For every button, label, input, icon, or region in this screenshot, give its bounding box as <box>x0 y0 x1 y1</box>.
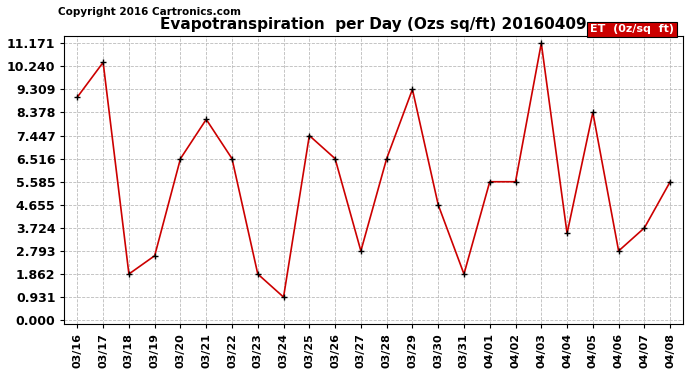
Text: ET  (0z/sq  ft): ET (0z/sq ft) <box>590 24 673 34</box>
Text: Copyright 2016 Cartronics.com: Copyright 2016 Cartronics.com <box>58 7 241 17</box>
Title: Evapotranspiration  per Day (Ozs sq/ft) 20160409: Evapotranspiration per Day (Ozs sq/ft) 2… <box>161 17 587 32</box>
